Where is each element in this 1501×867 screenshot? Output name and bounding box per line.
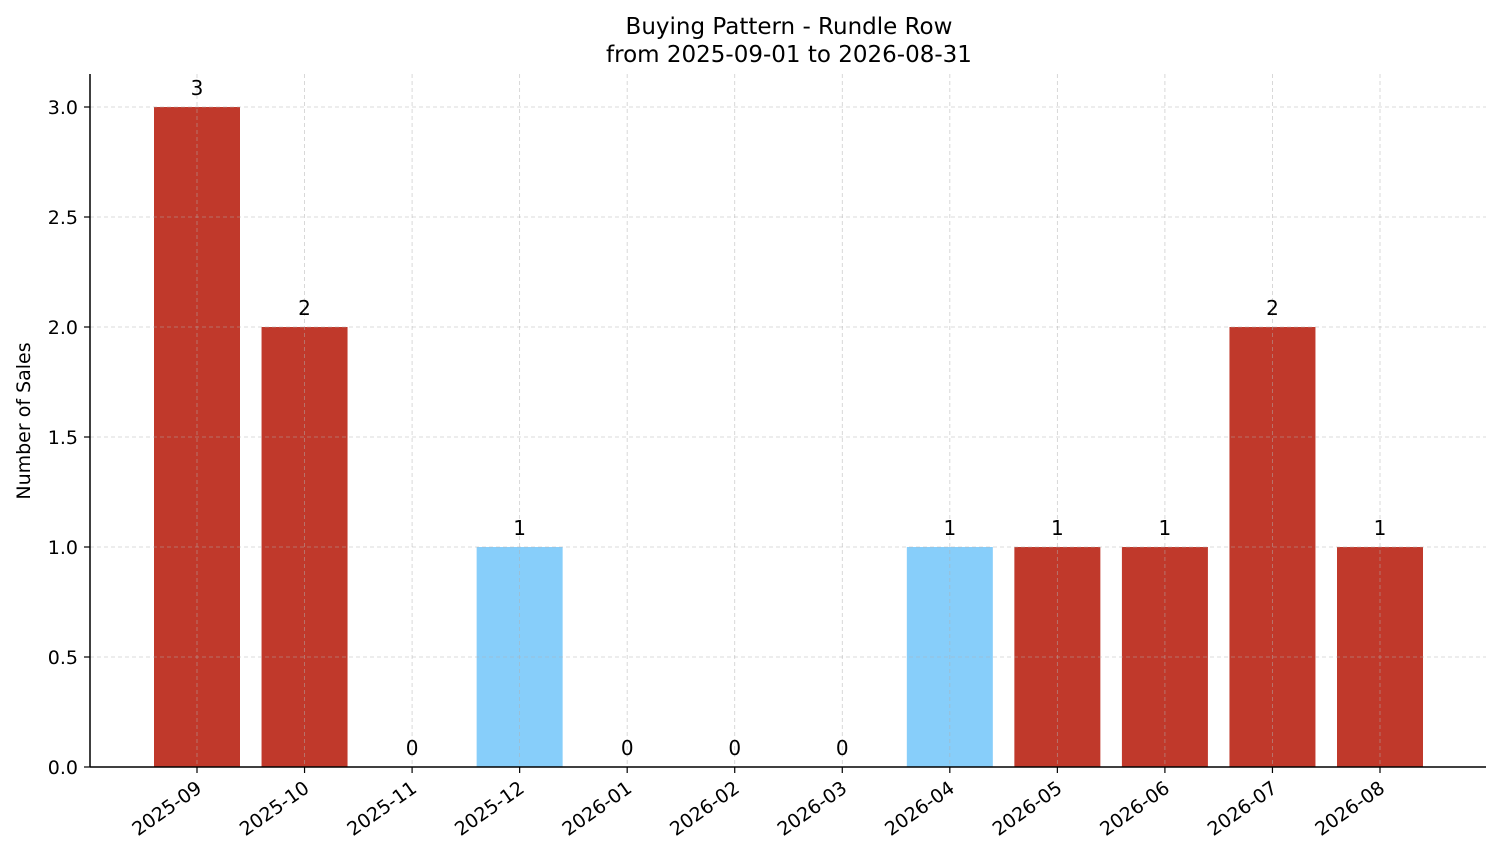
data-label: 1	[943, 516, 956, 540]
x-tick-label: 2026-03	[773, 777, 851, 841]
x-tick-label: 2025-11	[343, 777, 421, 841]
x-tick-label: 2026-08	[1311, 777, 1389, 841]
y-tick-label: 0.0	[48, 757, 78, 779]
x-tick-label: 2026-06	[1096, 777, 1174, 841]
y-tick-label: 3.0	[48, 97, 78, 119]
data-labels-layer: 3 2 0 1 0 0 0 1 1 1 2 1	[191, 76, 1387, 760]
data-label: 1	[1051, 516, 1064, 540]
chart-subtitle: from 2025-09-01 to 2026-08-31	[606, 42, 972, 68]
data-label: 0	[621, 736, 634, 760]
x-tick-label: 2025-10	[236, 777, 314, 841]
data-label: 0	[836, 736, 849, 760]
y-tick-label: 2.5	[48, 207, 78, 229]
data-label: 1	[1159, 516, 1172, 540]
y-tick-label: 1.5	[48, 427, 78, 449]
x-tick-label: 2026-05	[989, 777, 1067, 841]
data-label: 1	[1374, 516, 1387, 540]
data-label: 0	[406, 736, 419, 760]
data-label: 2	[298, 296, 311, 320]
x-tick-label: 2026-07	[1204, 777, 1282, 841]
data-label: 1	[513, 516, 526, 540]
x-tick-label: 2026-04	[881, 777, 959, 841]
x-tick-label: 2025-09	[128, 777, 206, 841]
chart-title: Buying Pattern - Rundle Row	[626, 14, 953, 40]
data-label: 3	[191, 76, 204, 100]
data-label: 2	[1266, 296, 1279, 320]
data-label: 0	[728, 736, 741, 760]
y-tick-label: 2.0	[48, 317, 78, 339]
x-tick-label: 2025-12	[451, 777, 529, 841]
y-tick-label: 0.5	[48, 647, 78, 669]
axes-layer	[89, 74, 1486, 768]
y-axis-label: Number of Sales	[13, 342, 35, 499]
x-tick-label: 2026-01	[558, 777, 636, 841]
y-tick-label: 1.0	[48, 537, 78, 559]
x-tick-label: 2026-02	[666, 777, 744, 841]
